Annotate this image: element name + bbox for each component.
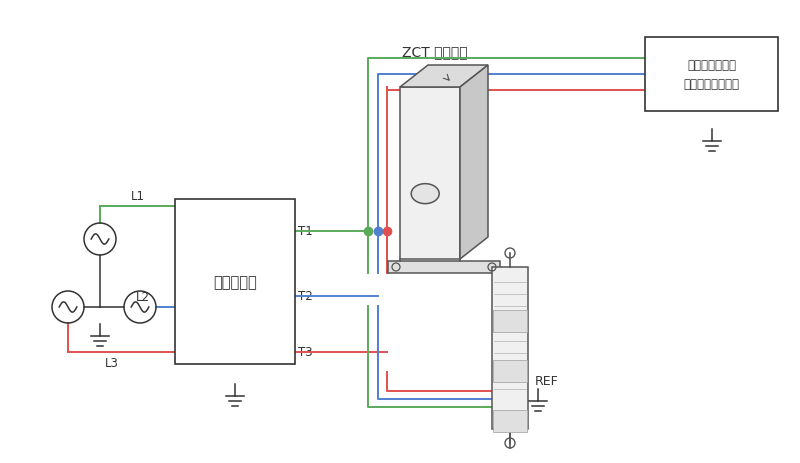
- Text: L3: L3: [105, 356, 118, 369]
- Ellipse shape: [411, 184, 439, 204]
- Bar: [493, 410, 527, 432]
- Bar: [492, 268, 528, 429]
- Text: ZCT ユニット: ZCT ユニット: [402, 45, 468, 59]
- Bar: [493, 360, 527, 382]
- Text: L1: L1: [130, 189, 145, 203]
- Bar: [645, 38, 778, 112]
- Polygon shape: [460, 66, 488, 259]
- Bar: [493, 310, 527, 332]
- Text: T3: T3: [298, 346, 313, 359]
- Text: L2: L2: [136, 290, 150, 303]
- Text: REF: REF: [535, 375, 558, 388]
- Bar: [388, 262, 500, 274]
- Text: T2: T2: [298, 290, 313, 303]
- Bar: [175, 200, 295, 364]
- Polygon shape: [400, 66, 488, 88]
- Text: 三相誘導電動機
（三相モーター）: 三相誘導電動機 （三相モーター）: [683, 59, 739, 91]
- Text: T1: T1: [298, 225, 313, 238]
- Text: インバータ: インバータ: [213, 275, 257, 289]
- Bar: [400, 88, 460, 259]
